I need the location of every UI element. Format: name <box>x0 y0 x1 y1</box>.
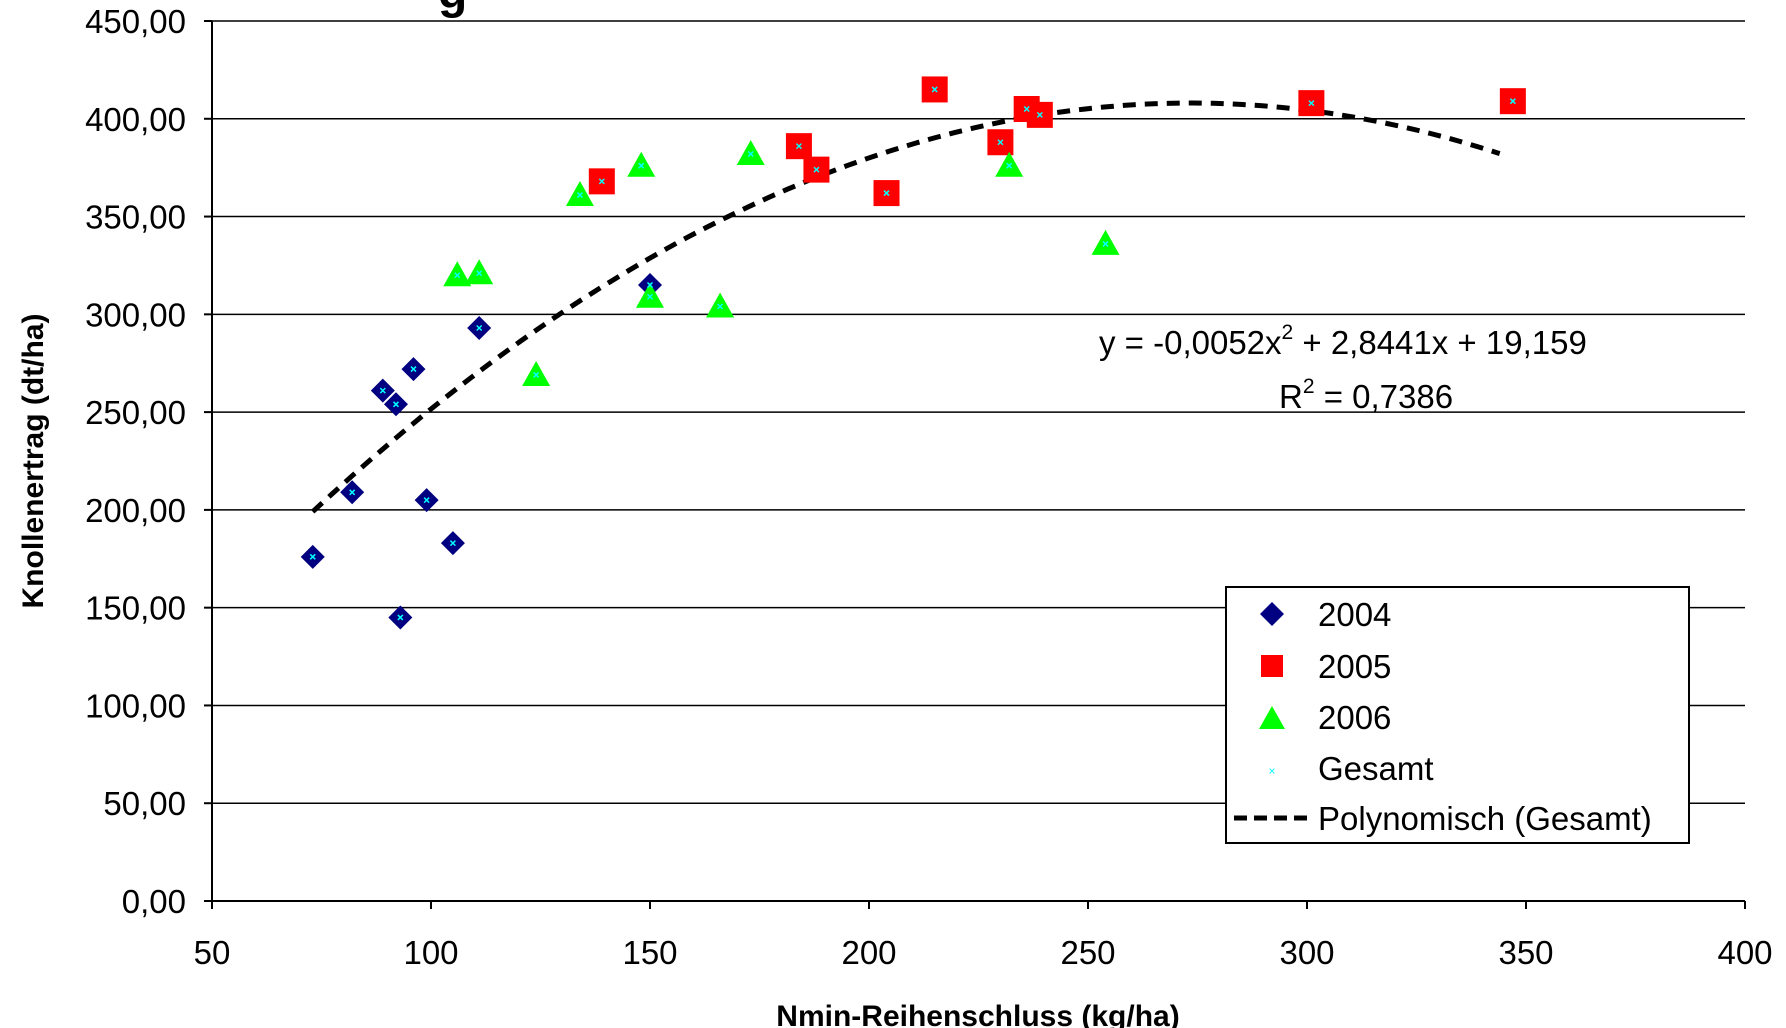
legend-label-2005: 2005 <box>1318 648 1391 685</box>
r2-rest: = 0,7386 <box>1315 378 1454 415</box>
data-point-gesamt <box>379 387 386 394</box>
x-axis-title: Nmin-Reihenschluss (kg/ha) <box>776 1000 1179 1028</box>
data-point-2006 <box>522 360 551 386</box>
legend-box <box>1225 586 1690 844</box>
y-tick-label: 450,00 <box>85 3 186 40</box>
y-tick-label: 400,00 <box>85 101 186 138</box>
data-point-2006 <box>736 139 765 165</box>
legend: 2004 2005 2006 × Gesamt Polynomisch (Ges… <box>1225 586 1690 844</box>
data-point-gesamt <box>598 178 605 185</box>
data-point-gesamt <box>349 489 356 496</box>
x-tick-label: 350 <box>1498 934 1553 971</box>
r2-main: R <box>1279 378 1303 415</box>
data-point-gesamt <box>1308 100 1315 107</box>
data-point-gesamt <box>454 272 461 279</box>
data-point-2006 <box>636 282 664 308</box>
data-point-2006 <box>995 151 1024 177</box>
data-point-gesamt <box>476 324 483 332</box>
data-point-gesamt <box>309 553 316 560</box>
data-point-gesamt <box>533 371 540 378</box>
data-point-gesamt <box>795 143 802 150</box>
data-point-gesamt <box>392 401 399 408</box>
gridlines <box>204 20 1745 902</box>
y-tick-label: 0,00 <box>122 883 186 920</box>
data-point-gesamt <box>1036 111 1043 118</box>
equation-main: y = -0,0052x <box>1099 324 1282 361</box>
y-tick-label: 250,00 <box>85 394 186 431</box>
y-tick-label: 100,00 <box>85 687 186 724</box>
x-tick-label: 150 <box>622 934 677 971</box>
data-point-gesamt <box>646 281 654 289</box>
data-point-gesamt <box>1023 105 1030 113</box>
data-point-gesamt <box>1006 162 1013 169</box>
data-point-gesamt <box>747 150 754 158</box>
data-point-gesamt <box>476 270 483 277</box>
y-tick-label: 50,00 <box>103 785 186 822</box>
legend-marker-2006 <box>1259 706 1285 729</box>
data-point-2006 <box>465 259 494 285</box>
y-tick-labels: 0,00 50,00 100,00 150,00 200,00 250,00 300,00 3… <box>85 3 186 920</box>
equation-rest: + 2,8441x + 19,159 <box>1293 324 1587 361</box>
data-point-gesamt <box>1102 240 1109 247</box>
data-point-gesamt <box>813 166 820 173</box>
data-point-gesamt <box>638 162 645 169</box>
data-point-2006 <box>565 181 594 207</box>
trendline-equation: y = -0,0052x2 + 2,8441x + 19,159 <box>1099 321 1587 361</box>
legend-marker-2004 <box>1260 602 1284 626</box>
legend-label-trendline: Polynomisch (Gesamt) <box>1318 800 1652 837</box>
data-point-2006 <box>1091 229 1120 255</box>
legend-label-2004: 2004 <box>1318 596 1391 633</box>
data-point-gesamt <box>883 190 890 197</box>
x-tick-label: 250 <box>1060 934 1115 971</box>
data-markers <box>300 76 1526 630</box>
data-point-2006 <box>443 261 472 287</box>
x-tick-label: 50 <box>194 934 231 971</box>
y-tick-label: 350,00 <box>85 199 186 236</box>
y-tick-label: 200,00 <box>85 492 186 529</box>
legend-marker-gesamt: × <box>1268 764 1275 778</box>
x-tick-label: 300 <box>1279 934 1334 971</box>
r2-exponent: 2 <box>1303 375 1315 398</box>
y-tick-label: 150,00 <box>85 590 186 627</box>
legend-label-gesamt: Gesamt <box>1318 750 1434 787</box>
data-point-gesamt <box>646 293 654 300</box>
x-tick-labels: 50 100 150 200 250 300 350 400 <box>194 901 1773 971</box>
data-point-gesamt <box>717 303 724 310</box>
legend-marker-2005 <box>1261 655 1283 677</box>
legend-label-2006: 2006 <box>1318 699 1391 736</box>
x-tick-label: 200 <box>841 934 896 971</box>
data-point-gesamt <box>1509 98 1516 105</box>
x-tick-label: 100 <box>403 934 458 971</box>
equation-exponent: 2 <box>1282 321 1294 344</box>
y-tick-label: 300,00 <box>85 296 186 333</box>
chart-title-fragment: g <box>438 0 467 19</box>
axes <box>211 21 1745 902</box>
data-point-gesamt <box>449 540 456 547</box>
data-point-2006 <box>627 151 656 177</box>
data-point-gesamt <box>997 139 1004 146</box>
data-point-gesamt <box>931 86 938 93</box>
data-point-2006 <box>706 292 735 318</box>
trendline-r-squared: R2 = 0,7386 <box>1279 375 1453 415</box>
data-point-gesamt <box>397 614 404 621</box>
data-point-gesamt <box>410 366 417 373</box>
data-point-gesamt <box>576 192 583 199</box>
x-tick-label: 400 <box>1717 934 1772 971</box>
y-axis-title: Knollenertrag (dt/ha) <box>17 313 50 608</box>
data-point-gesamt <box>423 497 430 504</box>
